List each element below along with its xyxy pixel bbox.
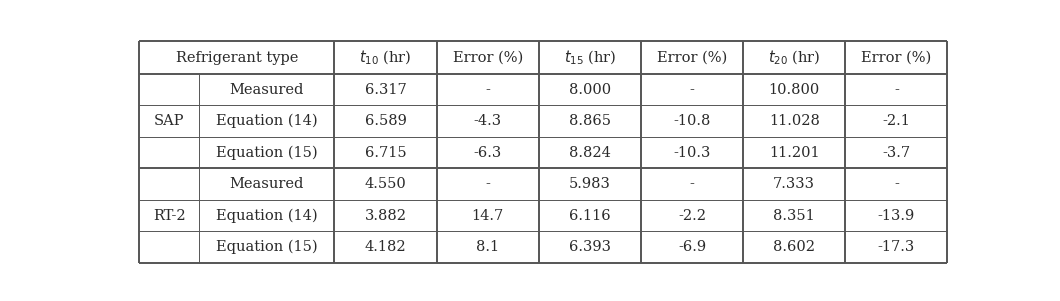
Text: Equation (15): Equation (15) [216, 145, 318, 160]
Text: 8.865: 8.865 [569, 114, 611, 128]
Text: 6.116: 6.116 [569, 209, 611, 223]
Text: 8.1: 8.1 [476, 240, 499, 254]
Text: 8.602: 8.602 [773, 240, 815, 254]
Text: 6.715: 6.715 [365, 146, 406, 160]
Text: Equation (14): Equation (14) [216, 114, 318, 129]
Text: 11.201: 11.201 [768, 146, 819, 160]
Text: -10.3: -10.3 [673, 146, 710, 160]
Text: Measured: Measured [230, 83, 304, 97]
Text: 14.7: 14.7 [472, 209, 503, 223]
Text: 8.824: 8.824 [569, 146, 611, 160]
Text: 11.028: 11.028 [768, 114, 819, 128]
Text: $t_{15}$ (hr): $t_{15}$ (hr) [564, 48, 616, 67]
Text: Equation (15): Equation (15) [216, 240, 318, 254]
Text: -10.8: -10.8 [673, 114, 710, 128]
Text: -: - [485, 83, 490, 97]
Text: SAP: SAP [154, 114, 184, 128]
Text: 6.393: 6.393 [569, 240, 611, 254]
Text: -2.1: -2.1 [882, 114, 911, 128]
Text: -: - [894, 177, 899, 191]
Text: 4.550: 4.550 [365, 177, 406, 191]
Text: Error (%): Error (%) [861, 51, 932, 65]
Text: -: - [894, 83, 899, 97]
Text: 6.589: 6.589 [365, 114, 407, 128]
Text: -4.3: -4.3 [474, 114, 501, 128]
Text: RT-2: RT-2 [153, 209, 186, 223]
Text: -13.9: -13.9 [878, 209, 915, 223]
Text: Refrigerant type: Refrigerant type [176, 51, 298, 65]
Text: Error (%): Error (%) [657, 51, 727, 65]
Text: 7.333: 7.333 [773, 177, 815, 191]
Text: 8.000: 8.000 [569, 83, 611, 97]
Text: 8.351: 8.351 [774, 209, 815, 223]
Text: 6.317: 6.317 [365, 83, 406, 97]
Text: -17.3: -17.3 [878, 240, 915, 254]
Text: 3.882: 3.882 [365, 209, 407, 223]
Text: -: - [485, 177, 490, 191]
Text: -6.3: -6.3 [474, 146, 501, 160]
Text: $t_{20}$ (hr): $t_{20}$ (hr) [767, 48, 820, 67]
Text: 10.800: 10.800 [768, 83, 819, 97]
Text: Error (%): Error (%) [453, 51, 523, 65]
Text: $t_{10}$ (hr): $t_{10}$ (hr) [359, 48, 412, 67]
Text: -: - [690, 177, 694, 191]
Text: 4.182: 4.182 [365, 240, 406, 254]
Text: Equation (14): Equation (14) [216, 208, 318, 223]
Text: Measured: Measured [230, 177, 304, 191]
Text: -2.2: -2.2 [678, 209, 706, 223]
Text: -: - [690, 83, 694, 97]
Text: 5.983: 5.983 [569, 177, 611, 191]
Text: -3.7: -3.7 [882, 146, 911, 160]
Text: -6.9: -6.9 [678, 240, 706, 254]
